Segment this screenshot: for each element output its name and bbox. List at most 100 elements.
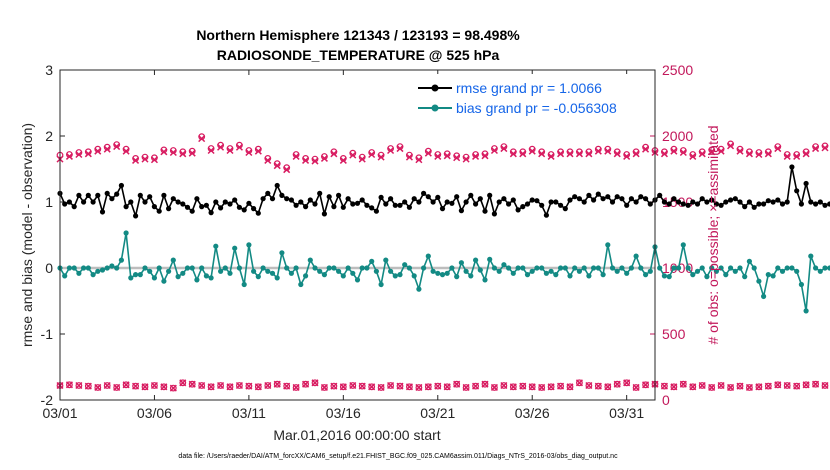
obs-low-assimilated-point xyxy=(415,383,423,391)
rmse-point xyxy=(638,194,644,200)
bias-point xyxy=(723,272,729,278)
obs-assimilated-point-stroke-b xyxy=(453,154,461,162)
obs-low-assimilated-point-stroke-b xyxy=(150,381,158,390)
obs-assimilated-point xyxy=(122,147,130,155)
rmse-point xyxy=(194,196,200,202)
bias-point xyxy=(482,277,488,283)
rmse-point xyxy=(728,197,734,203)
bias-point xyxy=(241,281,247,288)
rmse-point xyxy=(118,182,124,189)
rmse-point xyxy=(666,201,672,207)
obs-low-assimilated-point xyxy=(660,382,668,390)
rmse-point xyxy=(307,197,313,203)
obs-low-assimilated-point-stroke-b xyxy=(509,383,517,391)
obs-low-assimilated-point-stroke-b xyxy=(169,384,177,392)
obs-low-assimilated-point xyxy=(585,381,593,390)
rmse-point xyxy=(548,199,554,205)
obs-low-possible-point xyxy=(207,383,215,391)
obs-low-assimilated-point xyxy=(273,380,281,388)
rmse-point xyxy=(317,190,323,196)
obs-low-assimilated-point xyxy=(764,382,772,390)
bias-point xyxy=(699,265,705,271)
obs-low-assimilated-point-stroke-b xyxy=(368,383,376,391)
rmse-point xyxy=(510,197,516,203)
bias-point xyxy=(510,270,516,276)
rmse-point xyxy=(369,205,375,211)
obs-assimilated-point-stroke-b xyxy=(339,156,347,164)
x-tick-label: 03/21 xyxy=(420,405,455,421)
rmse-point xyxy=(628,196,635,202)
obs-assimilated-point xyxy=(226,146,234,155)
obs-assimilated-point-stroke-b xyxy=(557,150,565,158)
obs-low-assimilated-point-stroke-b xyxy=(623,379,631,387)
rmse-point xyxy=(359,197,365,203)
bias-point xyxy=(746,258,753,264)
obs-low-assimilated-point-stroke-b xyxy=(113,383,121,391)
obs-low-assimilated-point xyxy=(434,382,442,390)
obs-assimilated-point xyxy=(453,154,461,162)
obs-low-assimilated-point-stroke-b xyxy=(708,383,716,391)
obs-low-assimilated-point-stroke-b xyxy=(377,383,385,391)
rmse-point xyxy=(354,200,361,206)
obs-low-assimilated-point xyxy=(358,382,366,390)
bias-point xyxy=(473,257,479,263)
obs-low-possible-point xyxy=(708,384,716,391)
rmse-point xyxy=(713,201,720,207)
bias-point xyxy=(643,272,649,278)
bias-point xyxy=(515,265,521,271)
rmse-point xyxy=(227,201,233,207)
obs-assimilated-point-stroke-b xyxy=(670,147,678,155)
obs-assimilated-point-stroke-b xyxy=(217,143,225,151)
rmse-point xyxy=(421,190,427,196)
rmse-point xyxy=(661,199,668,205)
obs-low-assimilated-point-stroke-b xyxy=(245,382,253,390)
obs-low-assimilated-point-stroke-b xyxy=(566,383,574,391)
obs-low-possible-point xyxy=(264,382,272,389)
obs-low-assimilated-point xyxy=(689,383,697,391)
obs-assimilated-point-stroke-b xyxy=(254,147,262,155)
rmse-point xyxy=(567,197,573,203)
obs-assimilated-point-stroke-b xyxy=(604,147,612,155)
obs-assimilated-point-stroke-b xyxy=(812,145,820,153)
bias-point xyxy=(251,268,257,274)
obs-low-assimilated-point-stroke-b xyxy=(339,383,347,391)
obs-low-assimilated-point xyxy=(528,383,536,391)
rmse-point xyxy=(147,194,153,200)
rmse-point xyxy=(213,199,219,205)
bias-point xyxy=(543,270,550,276)
obs-assimilated-point xyxy=(132,156,140,164)
bias-point xyxy=(265,268,271,274)
obs-low-assimilated-point-stroke-b xyxy=(736,382,744,390)
obs-low-possible-point xyxy=(339,383,347,391)
y-axis-label-right: # of obs: o=possible; ×=assimilated xyxy=(705,125,721,344)
bias-point xyxy=(751,265,757,271)
bias-point xyxy=(572,265,578,271)
obs-low-assimilated-point xyxy=(94,383,102,391)
obs-low-assimilated-point xyxy=(122,381,130,389)
obs-low-assimilated-point-stroke-b xyxy=(65,381,73,389)
bias-point xyxy=(350,270,356,276)
bias-point xyxy=(794,268,800,274)
obs-assimilated-point xyxy=(670,147,678,155)
obs-low-assimilated-point-stroke-b xyxy=(783,381,791,390)
bias-point xyxy=(62,273,68,279)
obs-low-possible-point xyxy=(368,383,376,391)
bias-point xyxy=(425,253,431,259)
bias-point xyxy=(406,265,412,271)
obs-low-possible-point xyxy=(377,384,385,391)
bias-point xyxy=(312,265,318,271)
bias-point xyxy=(137,272,143,278)
bias-point xyxy=(293,265,299,271)
x-tick-label: 03/01 xyxy=(42,405,77,421)
obs-assimilated-point xyxy=(472,152,480,160)
obs-assimilated-point-stroke-b xyxy=(273,162,281,170)
rmse-point xyxy=(463,199,469,205)
rmse-point xyxy=(71,204,77,210)
obs-assimilated-point-stroke-b xyxy=(689,152,697,160)
rmse-point xyxy=(813,201,819,207)
obs-assimilated-point xyxy=(94,147,102,155)
obs-low-possible-point xyxy=(793,382,801,390)
bias-point xyxy=(808,253,814,259)
obs-assimilated-point-stroke-b xyxy=(793,152,801,160)
obs-assimilated-point-stroke-b xyxy=(396,145,404,153)
